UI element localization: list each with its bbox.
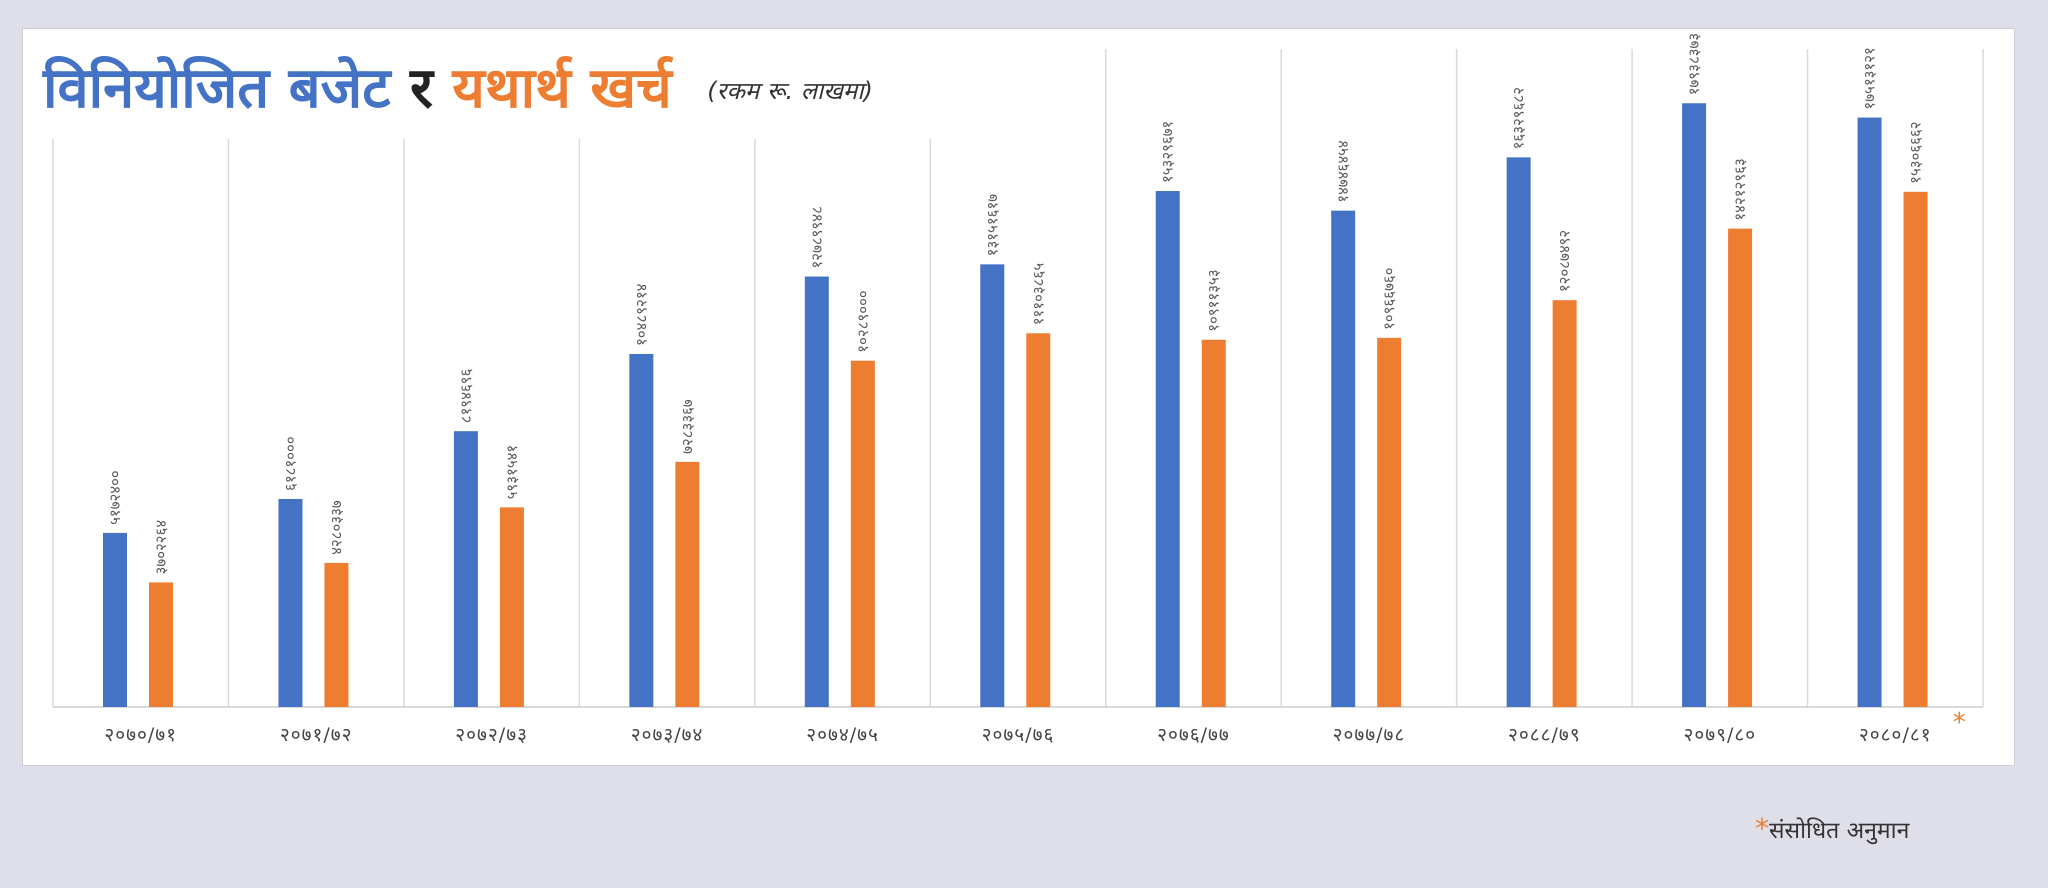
bar-budget (804, 276, 829, 707)
bar-budget (980, 264, 1005, 707)
bar-budget (1682, 103, 1707, 707)
data-label-expense: ४२८०३३७ (327, 500, 345, 555)
data-label-budget: १३१५१६१७ (983, 194, 1001, 257)
bar-expense (675, 461, 700, 707)
bar-expense (324, 562, 349, 707)
x-tick-label: २०७२/७३ (455, 724, 528, 746)
chart-card: ५१७२४०० ६१८१००० ८१९४६९६ १०४८९२१४ १२७८९९४८ १३१… (22, 28, 2015, 766)
footnote-text: संसोधित अनुमान (1769, 818, 1910, 844)
bar-budget (103, 532, 127, 707)
data-label-expense: ३७०२२६४ (152, 520, 170, 575)
x-tick-label: २०७५/७६ (982, 724, 1055, 746)
x-tick-label: २०७४/७५ (806, 724, 879, 746)
bar-expense (1903, 191, 1928, 707)
data-label-expense: १०२८९००० (854, 290, 872, 352)
bar-expense (1552, 300, 1577, 707)
data-label-budget: १०४८९२१४ (632, 283, 650, 346)
bar-expense (1728, 228, 1753, 707)
x-tick-label: २०८०/८१ (1859, 724, 1932, 746)
data-label-expense: १०९६६७६० (1380, 267, 1398, 329)
title-and: र (409, 56, 433, 121)
x-tick-label: २०७३/७४ (631, 724, 704, 746)
footnote: *संसोधित अनुमान (1755, 812, 1909, 845)
bar-expense (1026, 333, 1051, 707)
data-label-budget: ५१७२४०० (106, 470, 124, 525)
data-label-budget: ८१९४६९६ (457, 368, 475, 423)
chart-subtitle: (रकम रू. लाखमा) (707, 77, 873, 105)
data-label-budget: १५३२९६७१ (1159, 121, 1177, 183)
bar-expense (499, 507, 524, 707)
x-tick-label: २०७०/७१ (104, 724, 177, 746)
bar-budget (1506, 157, 1531, 707)
data-label-expense: १५३०६६६२ (1907, 121, 1925, 183)
data-label-budget: १४७४६४५४ (1334, 140, 1352, 203)
title-budget: विनियोजित बजेट (43, 56, 391, 121)
chart-svg: ५१७२४०० ६१८१००० ८१९४६९६ १०४८९२१४ १२७८९९४८ १३१… (52, 33, 1984, 746)
bar-budget (629, 353, 654, 707)
bar-budget (453, 431, 478, 707)
data-label-budget: १६३२९६८२ (1510, 87, 1528, 149)
bar-expense (149, 582, 173, 707)
chart-title: विनियोजित बजेट र यथार्थ खर्च (रकम रू. ला… (43, 57, 873, 123)
x-tick-star: * (1953, 708, 1966, 738)
bar-budget (1857, 117, 1882, 708)
x-tick-label: २०७७/७८ (1333, 724, 1406, 746)
x-tick-label: २०७९/८० (1683, 724, 1756, 746)
data-label-expense: १११०३८६५ (1029, 263, 1047, 326)
footnote-star: * (1755, 812, 1769, 845)
bar-budget (1331, 210, 1356, 707)
bar-expense (1201, 339, 1226, 707)
data-label-expense: ७२८३३६७ (678, 399, 696, 454)
bar-expense (1377, 337, 1402, 707)
x-tick-label: २०७६/७७ (1157, 724, 1230, 746)
title-expense: यथार्थ खर्च (452, 56, 672, 121)
data-label-expense: ५९३१५४१ (503, 445, 521, 500)
bar-expense (850, 360, 875, 707)
data-label-budget: १२७८९९४८ (808, 206, 826, 268)
data-label-budget: १७९३८३७३ (1685, 33, 1703, 95)
data-label-expense: १०९११३५३ (1205, 269, 1223, 331)
x-tick-label: २०८८/७९ (1508, 724, 1581, 746)
bar-budget (278, 498, 303, 707)
data-label-expense: १४२१२९६३ (1731, 158, 1749, 220)
x-tick-label: २०७१/७२ (280, 724, 353, 746)
data-label-expense: १२०८७४९२ (1556, 230, 1574, 292)
bar-budget (1155, 191, 1180, 707)
data-label-budget: १७५१३१२१ (1861, 47, 1879, 109)
data-label-budget: ६१८१००० (281, 436, 299, 491)
